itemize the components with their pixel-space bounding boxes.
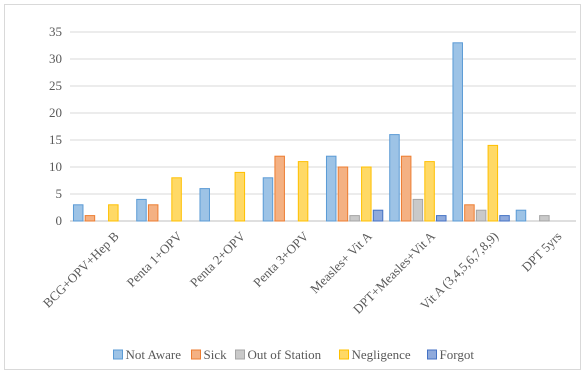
legend-swatch bbox=[113, 349, 123, 360]
bar-sick bbox=[274, 155, 285, 222]
legend-swatch bbox=[427, 349, 437, 360]
y-tick-label: 20 bbox=[49, 105, 62, 120]
bar-forgot bbox=[499, 215, 510, 222]
bar-negligence bbox=[234, 171, 246, 222]
bar-not-aware bbox=[389, 134, 400, 222]
bar-negligence bbox=[171, 177, 182, 222]
chart-area bbox=[4, 4, 581, 370]
bar-negligence bbox=[487, 144, 499, 222]
bar-forgot bbox=[436, 215, 447, 222]
bar-negligence bbox=[297, 161, 309, 222]
bar-out-of-station bbox=[539, 215, 550, 222]
y-tick-label: 35 bbox=[49, 24, 62, 39]
x-tick-label: Measles+ Vit A bbox=[307, 228, 375, 296]
bar-not-aware bbox=[136, 198, 147, 222]
bar-out-of-station bbox=[475, 209, 487, 222]
bar-negligence bbox=[424, 161, 435, 222]
bar-not-aware bbox=[325, 155, 337, 222]
legend-label: Negligence bbox=[352, 347, 411, 362]
legend-label: Not Aware bbox=[126, 347, 182, 362]
bar-sick bbox=[84, 215, 96, 222]
y-tick-label: 0 bbox=[56, 213, 63, 228]
bar-not-aware bbox=[515, 209, 527, 222]
bar-out-of-station bbox=[412, 198, 424, 222]
x-tick-label: Penta 1+OPV bbox=[123, 228, 185, 290]
legend-label: Out of Station bbox=[248, 347, 322, 362]
x-tick-label: Penta 2+OPV bbox=[187, 228, 249, 290]
legend-label: Forgot bbox=[440, 347, 475, 362]
legend-swatch bbox=[339, 349, 349, 360]
legend-swatch bbox=[191, 349, 201, 360]
legend-swatch bbox=[235, 349, 245, 360]
bar-sick bbox=[147, 204, 159, 222]
bar-sick bbox=[337, 166, 349, 222]
bar-sick bbox=[400, 155, 412, 222]
bar-negligence bbox=[361, 166, 372, 222]
bar-out-of-station bbox=[349, 215, 360, 222]
bar-forgot bbox=[372, 209, 384, 222]
legend: Not Aware Sick Out of Station Negligence For… bbox=[113, 347, 475, 362]
x-tick-label: Penta 3+OPV bbox=[250, 228, 312, 290]
bar-sick bbox=[464, 204, 475, 222]
y-tick-label: 25 bbox=[49, 78, 62, 93]
legend-label: Sick bbox=[204, 347, 228, 362]
x-tick-label: BCG+OPV+Hep B bbox=[40, 228, 122, 310]
bar-not-aware bbox=[72, 204, 84, 222]
y-tick-label: 10 bbox=[49, 159, 62, 174]
bar-not-aware bbox=[199, 188, 210, 222]
y-tick-label: 5 bbox=[56, 186, 63, 201]
x-tick-label: DPT 5yrs bbox=[519, 229, 565, 275]
bar-negligence bbox=[108, 204, 119, 222]
bar-not-aware bbox=[452, 42, 463, 222]
bar-not-aware bbox=[262, 177, 274, 222]
y-tick-label: 30 bbox=[49, 51, 62, 66]
y-tick-label: 15 bbox=[49, 132, 62, 147]
